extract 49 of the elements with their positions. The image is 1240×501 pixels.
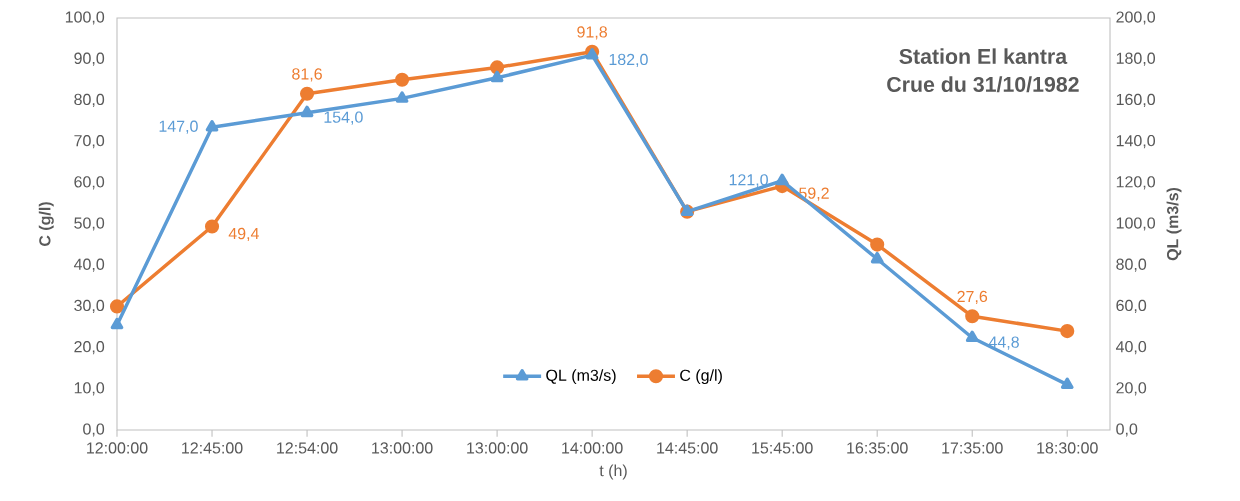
y-tick-label: 10,0 — [74, 382, 105, 396]
y-tick-label: 60,0 — [74, 176, 105, 190]
y-tick-label: 70,0 — [74, 135, 105, 149]
y2-tick-label: 0,0 — [1116, 423, 1138, 437]
text: Station El kantra — [899, 48, 1068, 64]
y2-tick-label: 20,0 — [1116, 382, 1147, 396]
x-tick-label: 17:35:00 — [942, 442, 1003, 454]
y2-tick-label: 80,0 — [1116, 258, 1147, 272]
data-label: 121,0 — [729, 174, 768, 188]
x-tick-label: 13:00:00 — [467, 442, 528, 454]
text: Crue du 31/10/1982 — [887, 76, 1079, 93]
x-tick-label: 18:30:00 — [1037, 442, 1098, 454]
y2-tick-label: 160,0 — [1116, 93, 1156, 108]
data-label: 154,0 — [324, 111, 363, 125]
y-tick-label: 90,0 — [74, 52, 105, 66]
x-tick-label: 15:45:00 — [752, 442, 813, 454]
x-tick-label: 14:45:00 — [657, 442, 718, 454]
y2-axis-title: QL (m3/s) — [1166, 187, 1182, 261]
x-tick-label: 12:54:00 — [277, 442, 338, 454]
legend-label: C (g/l) — [680, 369, 722, 385]
data-label: 81,6 — [292, 68, 322, 82]
y2-tick-label: 100,0 — [1116, 217, 1156, 231]
y-tick-label: 20,0 — [74, 341, 105, 355]
y-tick-label: 40,0 — [73, 258, 105, 272]
y-tick-label: 30,0 — [74, 299, 105, 314]
data-label: 147,0 — [159, 120, 198, 134]
data-label: 49,4 — [228, 227, 259, 242]
legend-label: QL (m3/s) — [546, 369, 616, 385]
x-tick-label: 13:00:00 — [372, 442, 433, 454]
data-label: 182,0 — [609, 53, 648, 68]
data-label: 91,8 — [577, 26, 607, 40]
x-tick-label: 14:00:00 — [562, 442, 623, 454]
y2-tick-label: 40,0 — [1115, 340, 1147, 355]
y2-tick-label: 180,0 — [1116, 52, 1156, 66]
y-axis-title: C (g/l) — [38, 202, 54, 247]
x-tick-label: 12:45:00 — [182, 442, 243, 454]
y2-tick-label: 120,0 — [1116, 176, 1156, 190]
data-label: 27,6 — [957, 290, 988, 305]
y-tick-label: 0,0 — [83, 423, 105, 437]
x-tick-label: 12:00:00 — [87, 442, 148, 454]
y-tick-label: 80,0 — [74, 93, 105, 108]
y2-tick-label: 140,0 — [1116, 135, 1156, 149]
x-tick-label: 16:35:00 — [847, 442, 908, 454]
y2-tick-label: 200,0 — [1116, 11, 1156, 25]
x-axis-title: t (h) — [599, 464, 627, 480]
data-label: 44,8 — [988, 336, 1019, 350]
y-tick-label: 50,0 — [74, 217, 105, 231]
y-tick-label: 100,0 — [65, 11, 105, 25]
y2-tick-label: 60,0 — [1116, 299, 1147, 314]
